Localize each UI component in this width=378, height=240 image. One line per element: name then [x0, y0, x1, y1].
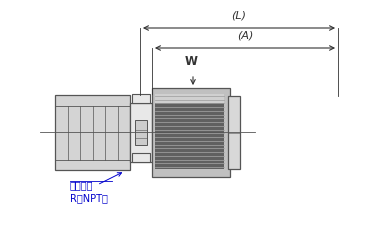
Text: 接続口径: 接続口径 [70, 180, 93, 190]
Text: R（NPT）: R（NPT） [70, 193, 108, 203]
Text: (L): (L) [231, 10, 246, 20]
Bar [228, 96, 240, 169]
Text: W: W [184, 55, 197, 68]
Bar [155, 94, 224, 103]
Bar [155, 94, 224, 169]
Text: (A): (A) [237, 30, 253, 40]
Bar [135, 120, 147, 145]
Bar [132, 94, 150, 103]
Bar [130, 103, 152, 162]
Bar [152, 88, 230, 177]
Bar [55, 95, 130, 170]
Bar [132, 153, 150, 162]
